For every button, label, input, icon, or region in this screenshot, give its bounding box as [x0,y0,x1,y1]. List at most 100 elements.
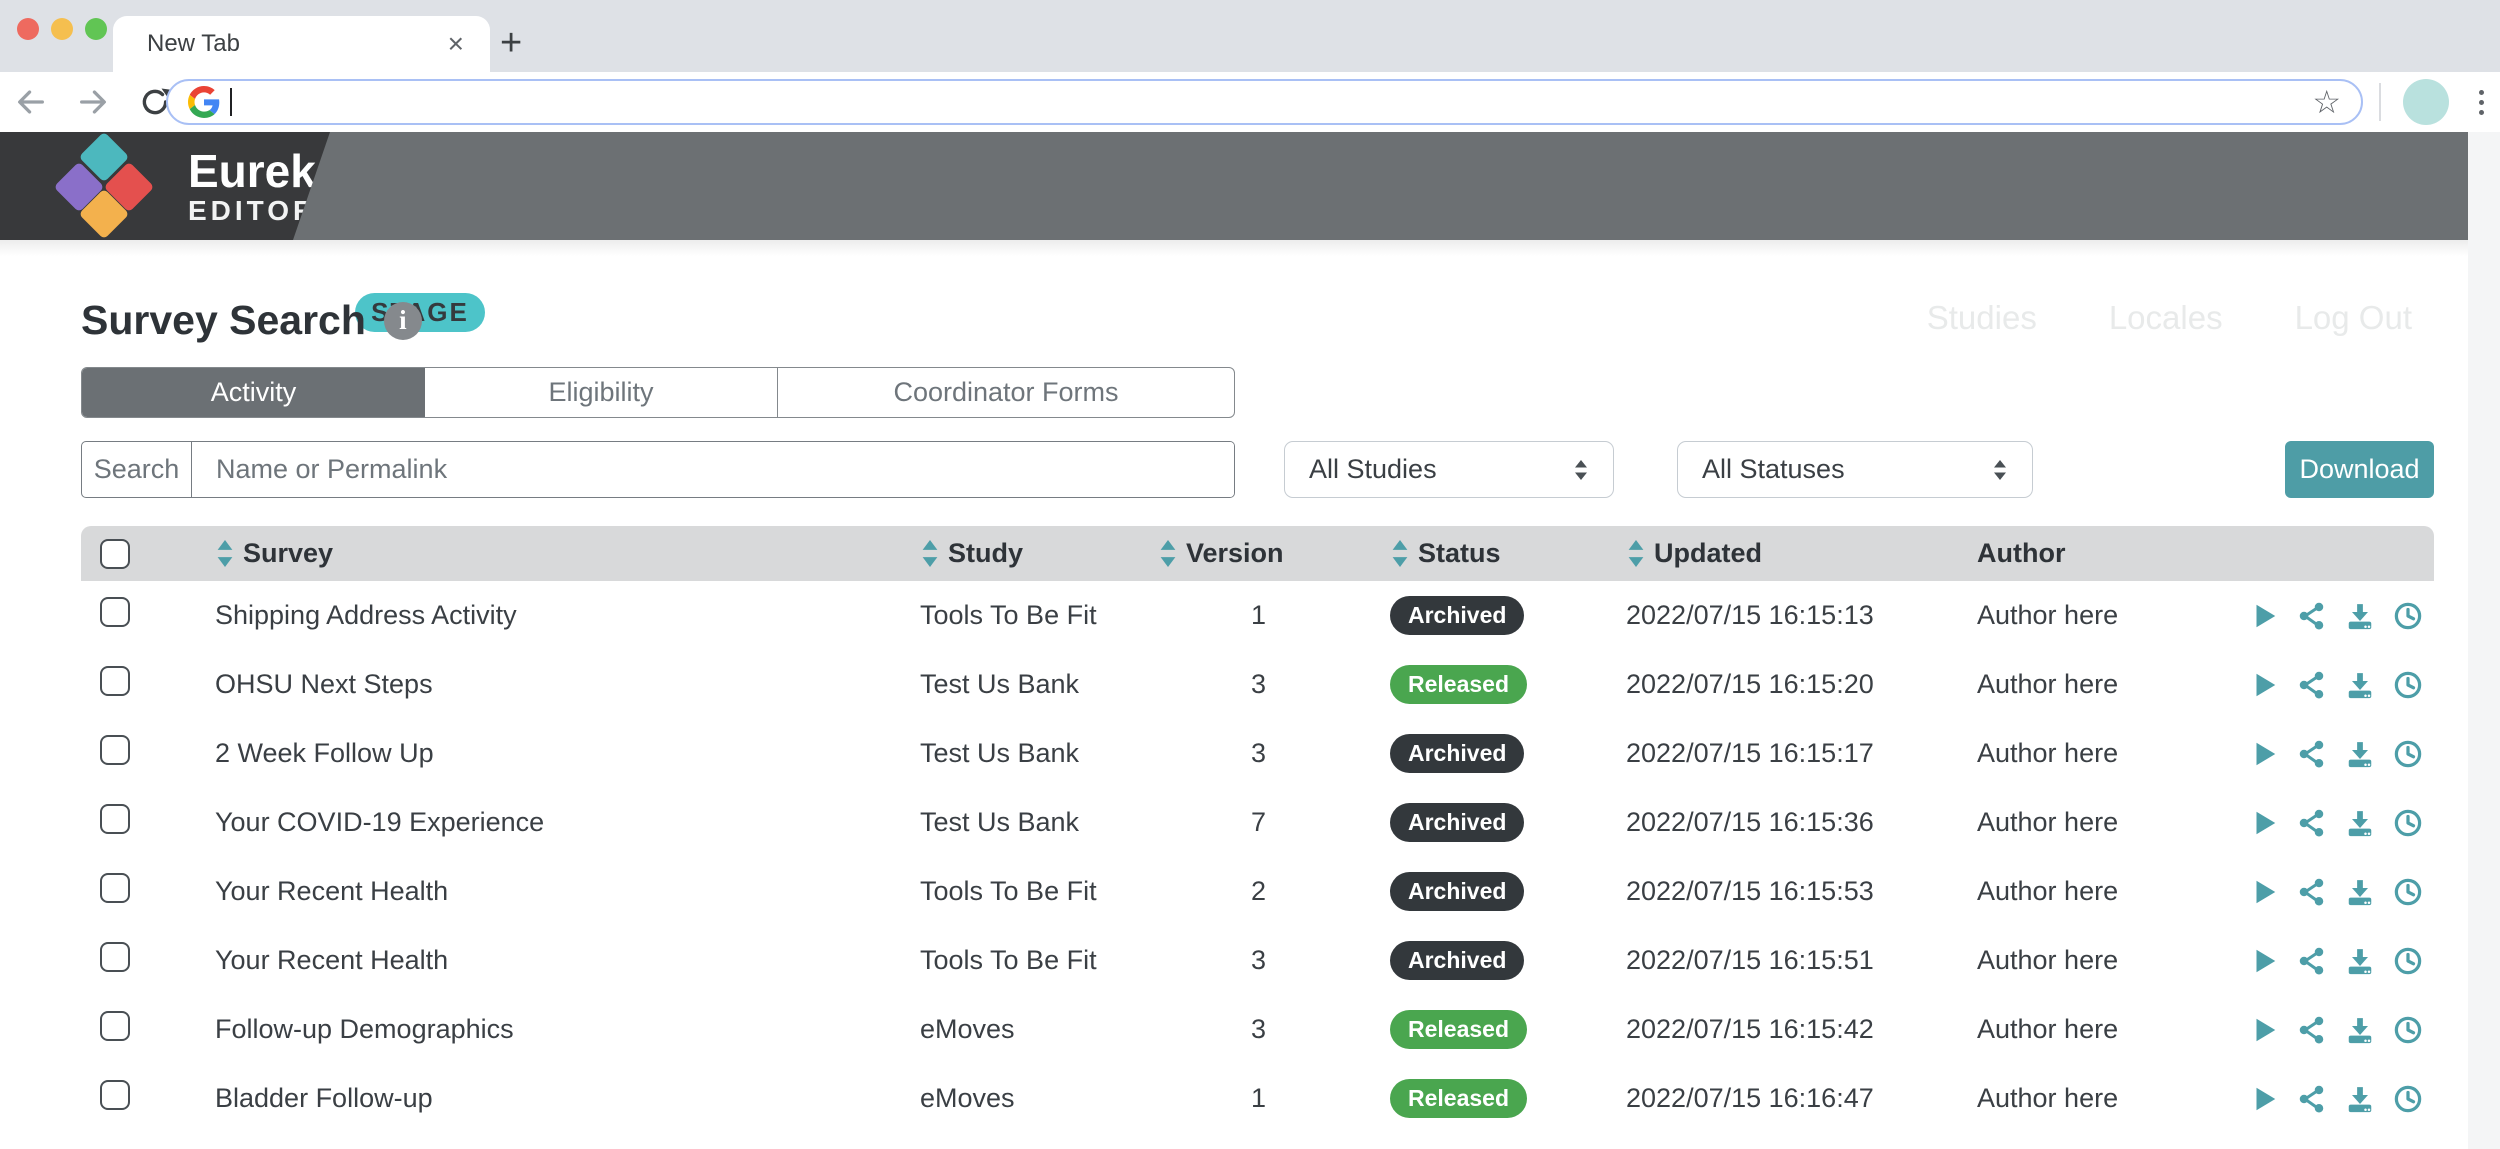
status-badge: Archived [1390,941,1525,980]
window-zoom-button[interactable] [85,18,107,40]
browser-menu-icon[interactable] [2471,89,2492,115]
play-icon[interactable] [2248,669,2280,701]
status-filter-select[interactable]: All Statuses [1677,441,2033,498]
nav-item-log-out[interactable]: Log Out [2295,264,2412,372]
google-logo-icon [188,86,220,118]
row-actions [2231,669,2434,701]
history-icon[interactable] [2392,876,2424,908]
main-content: Survey Search i Activity Eligibility Coo… [0,240,2468,1133]
status-badge: Archived [1390,596,1525,635]
status-cell: Archived [1366,941,1601,980]
window-minimize-button[interactable] [51,18,73,40]
history-icon[interactable] [2392,807,2424,839]
tab-activity[interactable]: Activity [82,368,425,417]
row-checkbox[interactable] [100,1011,130,1041]
nav-item-locales[interactable]: Locales [2109,264,2223,372]
status-badge: Archived [1390,872,1525,911]
sort-icon [1392,540,1408,567]
status-cell: Released [1366,1079,1601,1118]
forward-icon[interactable] [76,85,110,119]
history-icon[interactable] [2392,600,2424,632]
row-checkbox[interactable] [100,942,130,972]
row-checkbox[interactable] [100,873,130,903]
back-icon[interactable] [14,85,48,119]
new-tab-button[interactable]: + [500,22,523,64]
column-header-status[interactable]: Status [1366,538,1601,569]
author-cell: Author here [1977,945,2119,975]
history-icon[interactable] [2392,1014,2424,1046]
sort-icon [217,540,233,567]
url-input[interactable] [232,88,2313,116]
bookmark-star-icon[interactable]: ☆ [2312,84,2341,120]
play-icon[interactable] [2248,1014,2280,1046]
play-icon[interactable] [2248,945,2280,977]
study-cell: Tools To Be Fit [920,945,1097,975]
browser-tab[interactable]: New Tab × [113,16,490,72]
share-icon[interactable] [2296,600,2328,632]
window-close-button[interactable] [17,18,39,40]
play-icon[interactable] [2248,1083,2280,1115]
share-icon[interactable] [2296,1083,2328,1115]
download-button[interactable]: Download [2285,441,2434,498]
download-icon[interactable] [2344,876,2376,908]
info-icon[interactable]: i [383,301,422,340]
status-badge: Archived [1390,803,1525,842]
download-icon[interactable] [2344,600,2376,632]
history-icon[interactable] [2392,738,2424,770]
row-checkbox[interactable] [100,804,130,834]
share-icon[interactable] [2296,669,2328,701]
play-icon[interactable] [2248,876,2280,908]
download-icon[interactable] [2344,1083,2376,1115]
play-icon[interactable] [2248,600,2280,632]
status-badge: Released [1390,1010,1528,1049]
history-icon[interactable] [2392,945,2424,977]
status-cell: Archived [1366,596,1601,635]
tab-label: Coordinator Forms [893,377,1119,407]
download-icon[interactable] [2344,945,2376,977]
nav-item-surveys[interactable]: Surveys [1726,264,1854,372]
download-icon[interactable] [2344,1014,2376,1046]
select-caret-icon [1994,459,2006,480]
play-icon[interactable] [2248,738,2280,770]
download-icon[interactable] [2344,738,2376,770]
row-checkbox[interactable] [100,666,130,696]
address-bar[interactable]: ☆ [166,79,2363,125]
tab-eligibility[interactable]: Eligibility [425,368,778,417]
share-icon[interactable] [2296,807,2328,839]
download-icon[interactable] [2344,669,2376,701]
tab-close-icon[interactable]: × [447,28,464,59]
share-icon[interactable] [2296,876,2328,908]
page-scrollbar[interactable] [2468,132,2500,1149]
download-icon[interactable] [2344,807,2376,839]
play-icon[interactable] [2248,807,2280,839]
share-icon[interactable] [2296,738,2328,770]
column-header-study[interactable]: Study [901,538,1156,569]
row-actions [2231,1083,2434,1115]
table-header: Survey Study Version Status Updated Auth… [81,526,2434,581]
status-badge: Released [1390,1079,1528,1118]
version-cell: 1 [1251,1083,1267,1113]
search-input[interactable] [192,442,1234,497]
version-cell: 1 [1251,600,1267,630]
profile-avatar[interactable] [2403,79,2449,125]
history-icon[interactable] [2392,669,2424,701]
column-header-survey[interactable]: Survey [196,538,901,569]
brand-line2: EDITOR [188,195,318,226]
select-all-checkbox[interactable] [100,538,130,569]
row-checkbox[interactable] [100,597,130,627]
table-row: Your Recent Health Tools To Be Fit 2 Arc… [81,857,2434,926]
history-icon[interactable] [2392,1083,2424,1115]
share-icon[interactable] [2296,945,2328,977]
nav-item-studies[interactable]: Studies [1927,264,2037,372]
row-checkbox[interactable] [100,735,130,765]
share-icon[interactable] [2296,1014,2328,1046]
tab-coordinator-forms[interactable]: Coordinator Forms [778,368,1234,417]
column-header-updated[interactable]: Updated [1601,538,1961,569]
column-header-version[interactable]: Version [1156,538,1366,569]
row-actions [2231,738,2434,770]
row-checkbox[interactable] [100,1080,130,1110]
search-label: Search [82,442,192,497]
status-badge: Archived [1390,734,1525,773]
study-filter-select[interactable]: All Studies [1284,441,1614,498]
version-cell: 3 [1251,738,1267,768]
